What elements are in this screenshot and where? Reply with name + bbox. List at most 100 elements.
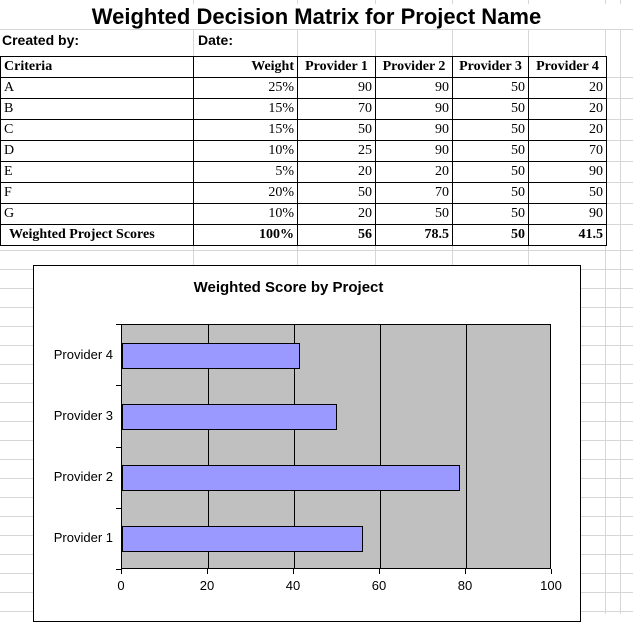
- chart-plot-area: [121, 324, 551, 569]
- cell[interactable]: 20: [528, 119, 607, 141]
- cell[interactable]: 10%: [193, 203, 298, 225]
- sheet-title: Weighted Decision Matrix for Project Nam…: [0, 4, 633, 29]
- cell[interactable]: 50: [452, 98, 529, 120]
- table-row: C 15% 50 90 50 20: [0, 119, 607, 141]
- cell[interactable]: 50: [452, 203, 529, 225]
- cell[interactable]: 5%: [193, 161, 298, 183]
- table-row: E 5% 20 20 50 90: [0, 161, 607, 183]
- x-tick: [551, 569, 552, 574]
- table-row: A 25% 90 90 50 20: [0, 77, 607, 99]
- cell[interactable]: 50: [452, 77, 529, 99]
- column-header-criteria[interactable]: Criteria: [0, 56, 194, 78]
- cell[interactable]: 25%: [193, 77, 298, 99]
- column-header-weight[interactable]: Weight: [193, 56, 298, 78]
- x-tick-label: 100: [540, 578, 562, 593]
- category-label: Provider 2: [53, 469, 113, 484]
- y-tick: [116, 324, 121, 325]
- x-tick: [121, 569, 122, 574]
- plot-gridline: [294, 325, 295, 568]
- plot-gridline: [466, 325, 467, 568]
- cell[interactable]: 50: [452, 182, 529, 204]
- chart-title: Weighted Score by Project: [193, 279, 384, 296]
- total-cell[interactable]: Weighted Project Scores: [0, 224, 194, 246]
- total-cell[interactable]: 100%: [193, 224, 298, 246]
- cell[interactable]: 70: [528, 140, 607, 162]
- cell[interactable]: E: [0, 161, 194, 183]
- plot-gridline: [380, 325, 381, 568]
- cell[interactable]: 50: [452, 161, 529, 183]
- x-tick: [379, 569, 380, 574]
- x-tick: [293, 569, 294, 574]
- cell[interactable]: 50: [528, 182, 607, 204]
- cell[interactable]: A: [0, 77, 194, 99]
- column-header-provider-4[interactable]: Provider 4: [528, 56, 607, 78]
- y-tick: [116, 385, 121, 386]
- cell[interactable]: G: [0, 203, 194, 225]
- y-tick: [116, 447, 121, 448]
- category-label: Provider 1: [53, 530, 113, 545]
- total-cell[interactable]: 56: [297, 224, 376, 246]
- date-label[interactable]: Date:: [198, 32, 234, 48]
- y-tick: [116, 508, 121, 509]
- gridline: [0, 29, 633, 30]
- cell[interactable]: 50: [452, 119, 529, 141]
- total-row: Weighted Project Scores 100% 56 78.5 50 41.5: [0, 224, 607, 246]
- cell[interactable]: 20: [297, 161, 376, 183]
- x-tick-label: 40: [285, 578, 301, 593]
- cell[interactable]: 50: [452, 140, 529, 162]
- bar-provider-3[interactable]: [122, 404, 337, 430]
- cell[interactable]: 50: [297, 119, 376, 141]
- decision-matrix-table[interactable]: Criteria Weight Provider 1 Provider 2 Provid…: [0, 56, 607, 246]
- x-tick-label: 80: [457, 578, 473, 593]
- cell[interactable]: B: [0, 98, 194, 120]
- cell[interactable]: 25: [297, 140, 376, 162]
- y-tick: [116, 569, 121, 570]
- cell[interactable]: 90: [375, 77, 453, 99]
- bar-provider-2[interactable]: [122, 465, 460, 491]
- total-cell[interactable]: 50: [452, 224, 529, 246]
- column-header-provider-1[interactable]: Provider 1: [297, 56, 376, 78]
- category-label: Provider 3: [53, 408, 113, 423]
- cell[interactable]: 90: [297, 77, 376, 99]
- x-tick-label: 20: [199, 578, 215, 593]
- x-tick-label: 0: [117, 578, 125, 593]
- column-header-provider-3[interactable]: Provider 3: [452, 56, 529, 78]
- table-row: F 20% 50 70 50 50: [0, 182, 607, 204]
- bar-provider-4[interactable]: [122, 343, 300, 369]
- cell[interactable]: 20: [528, 98, 607, 120]
- cell[interactable]: 10%: [193, 140, 298, 162]
- cell[interactable]: 20%: [193, 182, 298, 204]
- column-header-provider-2[interactable]: Provider 2: [375, 56, 453, 78]
- cell[interactable]: 90: [528, 161, 607, 183]
- cell[interactable]: 90: [528, 203, 607, 225]
- cell[interactable]: 15%: [193, 98, 298, 120]
- created-by-label[interactable]: Created by:: [2, 32, 80, 48]
- cell[interactable]: 90: [375, 140, 453, 162]
- plot-gridline: [208, 325, 209, 568]
- category-label: Provider 4: [53, 347, 113, 362]
- cell[interactable]: 20: [375, 161, 453, 183]
- x-tick: [207, 569, 208, 574]
- cell[interactable]: 70: [297, 98, 376, 120]
- cell[interactable]: 50: [297, 182, 376, 204]
- cell[interactable]: 20: [528, 77, 607, 99]
- x-tick: [465, 569, 466, 574]
- weighted-score-chart[interactable]: Weighted Score by Project Provider 4 Prov…: [33, 265, 581, 622]
- cell[interactable]: 90: [375, 119, 453, 141]
- table-header-row: Criteria Weight Provider 1 Provider 2 Provid…: [0, 56, 607, 78]
- cell[interactable]: 15%: [193, 119, 298, 141]
- total-cell[interactable]: 41.5: [528, 224, 607, 246]
- cell[interactable]: 90: [375, 98, 453, 120]
- cell[interactable]: C: [0, 119, 194, 141]
- cell[interactable]: F: [0, 182, 194, 204]
- cell[interactable]: 50: [375, 203, 453, 225]
- total-cell[interactable]: 78.5: [375, 224, 453, 246]
- table-row: B 15% 70 90 50 20: [0, 98, 607, 120]
- cell[interactable]: D: [0, 140, 194, 162]
- x-tick-label: 60: [371, 578, 387, 593]
- cell[interactable]: 20: [297, 203, 376, 225]
- gridline: [0, 250, 633, 251]
- table-row: G 10% 20 50 50 90: [0, 203, 607, 225]
- cell[interactable]: 70: [375, 182, 453, 204]
- bar-provider-1[interactable]: [122, 526, 363, 552]
